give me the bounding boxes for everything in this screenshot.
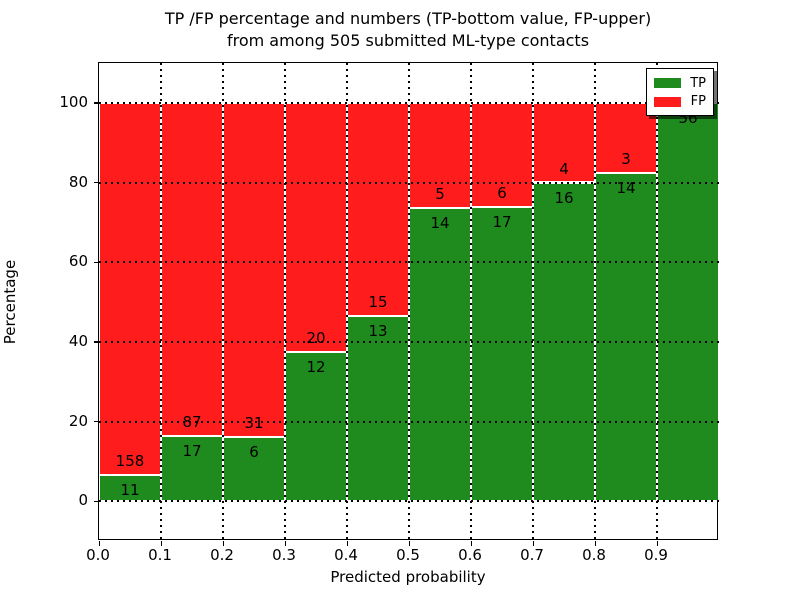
v-gridline: [594, 63, 596, 541]
x-tick-label: 0.7: [520, 546, 544, 564]
bar-fp-segment: [223, 102, 285, 437]
v-gridline: [160, 63, 162, 541]
y-tick-mark: [94, 500, 99, 503]
x-tick-label: 0.3: [272, 546, 296, 564]
x-tick-label: 0.6: [458, 546, 482, 564]
bar-fp-count-label: 5: [435, 184, 445, 203]
x-tick-mark: [470, 541, 472, 546]
y-tick-mark: [94, 182, 99, 184]
bar-tp-count-label: 14: [430, 213, 450, 232]
x-axis-title: Predicted probability: [330, 568, 486, 586]
v-gridline: [284, 63, 286, 541]
y-axis-title: Percentage: [1, 259, 19, 345]
x-tick-label: 0.9: [644, 546, 668, 564]
legend-item: FP: [654, 93, 706, 111]
bar-fp-count-label: 31: [244, 413, 264, 432]
x-tick-mark: [284, 541, 286, 546]
x-tick-label: 0.0: [86, 546, 110, 564]
bar-tp-count-label: 12: [306, 357, 326, 376]
y-tick-label: 80: [68, 172, 88, 191]
y-tick-mark: [94, 261, 99, 264]
legend-label: FP: [690, 94, 706, 110]
legend: TP FP: [646, 68, 714, 116]
bar-tp-count-label: 13: [368, 322, 388, 341]
bar-fp-count-label: 3: [621, 150, 631, 169]
bar-tp-count-label: 17: [182, 442, 202, 461]
bar-fp-segment: [99, 102, 161, 476]
v-gridline: [656, 63, 658, 541]
x-tick-mark: [222, 541, 224, 546]
y-tick-label: 60: [68, 252, 88, 271]
x-tick-mark: [98, 541, 100, 546]
y-tick-label: 20: [68, 411, 88, 430]
y-tick-mark: [94, 102, 99, 104]
bar-fp-count-label: 6: [497, 183, 507, 202]
bar-tp-segment: [161, 436, 223, 502]
x-tick-mark: [532, 541, 534, 546]
x-tick-label: 0.2: [210, 546, 234, 564]
x-tick-label: 0.1: [148, 546, 172, 564]
bar-tp-count-label: 11: [120, 481, 140, 500]
x-tick-mark: [656, 541, 658, 546]
chart-title: TP /FP percentage and numbers (TP-bottom…: [8, 8, 800, 52]
y-tick-label: 100: [59, 92, 88, 111]
bar-tp-count-label: 17: [492, 212, 512, 231]
bar-tp-segment: [409, 207, 471, 502]
y-tick-label: 0: [78, 491, 88, 510]
legend-label: TP: [690, 75, 706, 91]
bar-fp-segment: [347, 102, 409, 317]
x-tick-label: 0.8: [582, 546, 606, 564]
bar-fp-segment: [285, 102, 347, 352]
bar-fp-count-label: 20: [306, 328, 326, 347]
v-gridline: [346, 63, 348, 541]
chart-title-line1: TP /FP percentage and numbers (TP-bottom…: [164, 9, 652, 28]
x-tick-label: 0.4: [334, 546, 358, 564]
y-tick-mark: [94, 421, 99, 423]
x-tick-mark: [594, 541, 596, 546]
x-tick-mark: [408, 541, 410, 546]
v-gridline: [470, 63, 472, 541]
legend-item: TP: [654, 74, 706, 92]
x-tick-mark: [160, 541, 162, 546]
bar-fp-count-label: 158: [115, 452, 145, 471]
bar-tp-segment: [595, 173, 657, 502]
bar-tp-segment: [471, 206, 533, 502]
x-tick-mark: [346, 541, 348, 546]
bar-tp-segment: [657, 102, 719, 502]
v-gridline: [222, 63, 224, 541]
bar-fp-segment: [161, 102, 223, 437]
v-gridline: [532, 63, 534, 541]
bar-tp-count-label: 14: [616, 179, 636, 198]
y-tick-label: 40: [68, 331, 88, 350]
legend-swatch-tp: [654, 78, 681, 89]
bar-tp-segment: [347, 316, 409, 502]
chart-title-line2: from among 505 submitted ML-type contact…: [226, 31, 590, 50]
x-tick-label: 0.5: [396, 546, 420, 564]
bar-tp-count-label: 6: [249, 442, 259, 461]
plot-area: TP FP 11 158 17 87 6 31 12 20 13 15 14 5 17 6 16 4 14 3 56: [94, 62, 719, 546]
bar-fp-count-label: 87: [182, 413, 202, 432]
legend-swatch-fp: [654, 96, 681, 107]
y-tick-mark: [94, 341, 99, 343]
v-gridline: [408, 63, 410, 541]
bar-tp-count-label: 16: [554, 188, 574, 207]
bar-fp-count-label: 15: [368, 293, 388, 312]
bar-fp-count-label: 4: [559, 159, 569, 178]
